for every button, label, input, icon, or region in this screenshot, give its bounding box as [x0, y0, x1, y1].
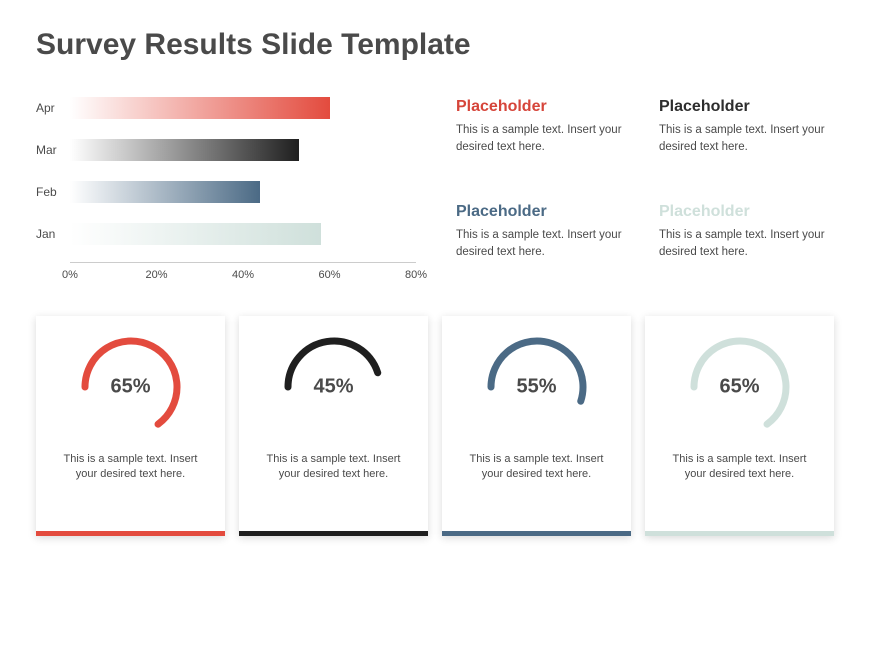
card-accent-bar — [645, 531, 834, 536]
placeholder-title: Placeholder — [659, 98, 834, 116]
bar-track — [70, 97, 416, 119]
progress-value: 65% — [110, 376, 150, 399]
bar-label: Mar — [36, 143, 70, 157]
axis-tick: 20% — [145, 269, 167, 281]
card-text: This is a sample text. Insert your desir… — [452, 452, 621, 483]
bar-label: Jan — [36, 227, 70, 241]
card-accent-bar — [239, 531, 428, 536]
metric-card: 55% This is a sample text. Insert your de… — [442, 316, 631, 536]
bar-label: Apr — [36, 101, 70, 115]
progress-ring: 65% — [76, 332, 186, 442]
placeholder-text: This is a sample text. Insert your desir… — [659, 227, 834, 260]
metric-cards-row: 65% This is a sample text. Insert your de… — [36, 316, 834, 536]
bar-fill — [70, 139, 299, 161]
placeholder-text: This is a sample text. Insert your desir… — [456, 122, 631, 155]
bar-row: Mar — [36, 136, 416, 164]
bar-track — [70, 139, 416, 161]
card-text: This is a sample text. Insert your desir… — [249, 452, 418, 483]
axis-tick: 60% — [318, 269, 340, 281]
upper-section: Apr Mar Feb Jan 0% 20% 40% 60% 80% Placeholder T… — [36, 94, 834, 280]
bar-fill — [70, 181, 260, 203]
bar-fill — [70, 223, 321, 245]
progress-value: 55% — [516, 376, 556, 399]
placeholder-title: Placeholder — [456, 203, 631, 221]
metric-card: 65% This is a sample text. Insert your de… — [645, 316, 834, 536]
bar-label: Feb — [36, 185, 70, 199]
card-text: This is a sample text. Insert your desir… — [46, 452, 215, 483]
bar-track — [70, 181, 416, 203]
placeholder-block: Placeholder This is a sample text. Insert… — [456, 203, 631, 280]
metric-card: 65% This is a sample text. Insert your de… — [36, 316, 225, 536]
card-text: This is a sample text. Insert your desir… — [655, 452, 824, 483]
bar-row: Feb — [36, 178, 416, 206]
progress-ring: 55% — [482, 332, 592, 442]
placeholder-title: Placeholder — [659, 203, 834, 221]
bar-row: Jan — [36, 220, 416, 248]
card-accent-bar — [36, 531, 225, 536]
progress-ring: 65% — [685, 332, 795, 442]
card-accent-bar — [442, 531, 631, 536]
placeholder-block: Placeholder This is a sample text. Insert… — [659, 203, 834, 280]
bar-track — [70, 223, 416, 245]
progress-ring: 45% — [279, 332, 389, 442]
progress-value: 45% — [313, 376, 353, 399]
placeholder-text: This is a sample text. Insert your desir… — [659, 122, 834, 155]
placeholder-block: Placeholder This is a sample text. Insert… — [456, 98, 631, 175]
axis-tick: 80% — [405, 269, 427, 281]
placeholder-text: This is a sample text. Insert your desir… — [456, 227, 631, 260]
axis-tick: 0% — [62, 269, 78, 281]
placeholder-block: Placeholder This is a sample text. Insert… — [659, 98, 834, 175]
page-title: Survey Results Slide Template — [36, 28, 834, 62]
bar-chart: AprMarFebJan 0%20%40%60%80% — [36, 94, 416, 280]
axis-tick: 40% — [232, 269, 254, 281]
placeholder-grid: Placeholder This is a sample text. Insert… — [456, 94, 834, 280]
bar-chart-axis: 0%20%40%60%80% — [70, 262, 416, 280]
placeholder-title: Placeholder — [456, 98, 631, 116]
progress-value: 65% — [719, 376, 759, 399]
bar-fill — [70, 97, 330, 119]
metric-card: 45% This is a sample text. Insert your de… — [239, 316, 428, 536]
bar-row: Apr — [36, 94, 416, 122]
